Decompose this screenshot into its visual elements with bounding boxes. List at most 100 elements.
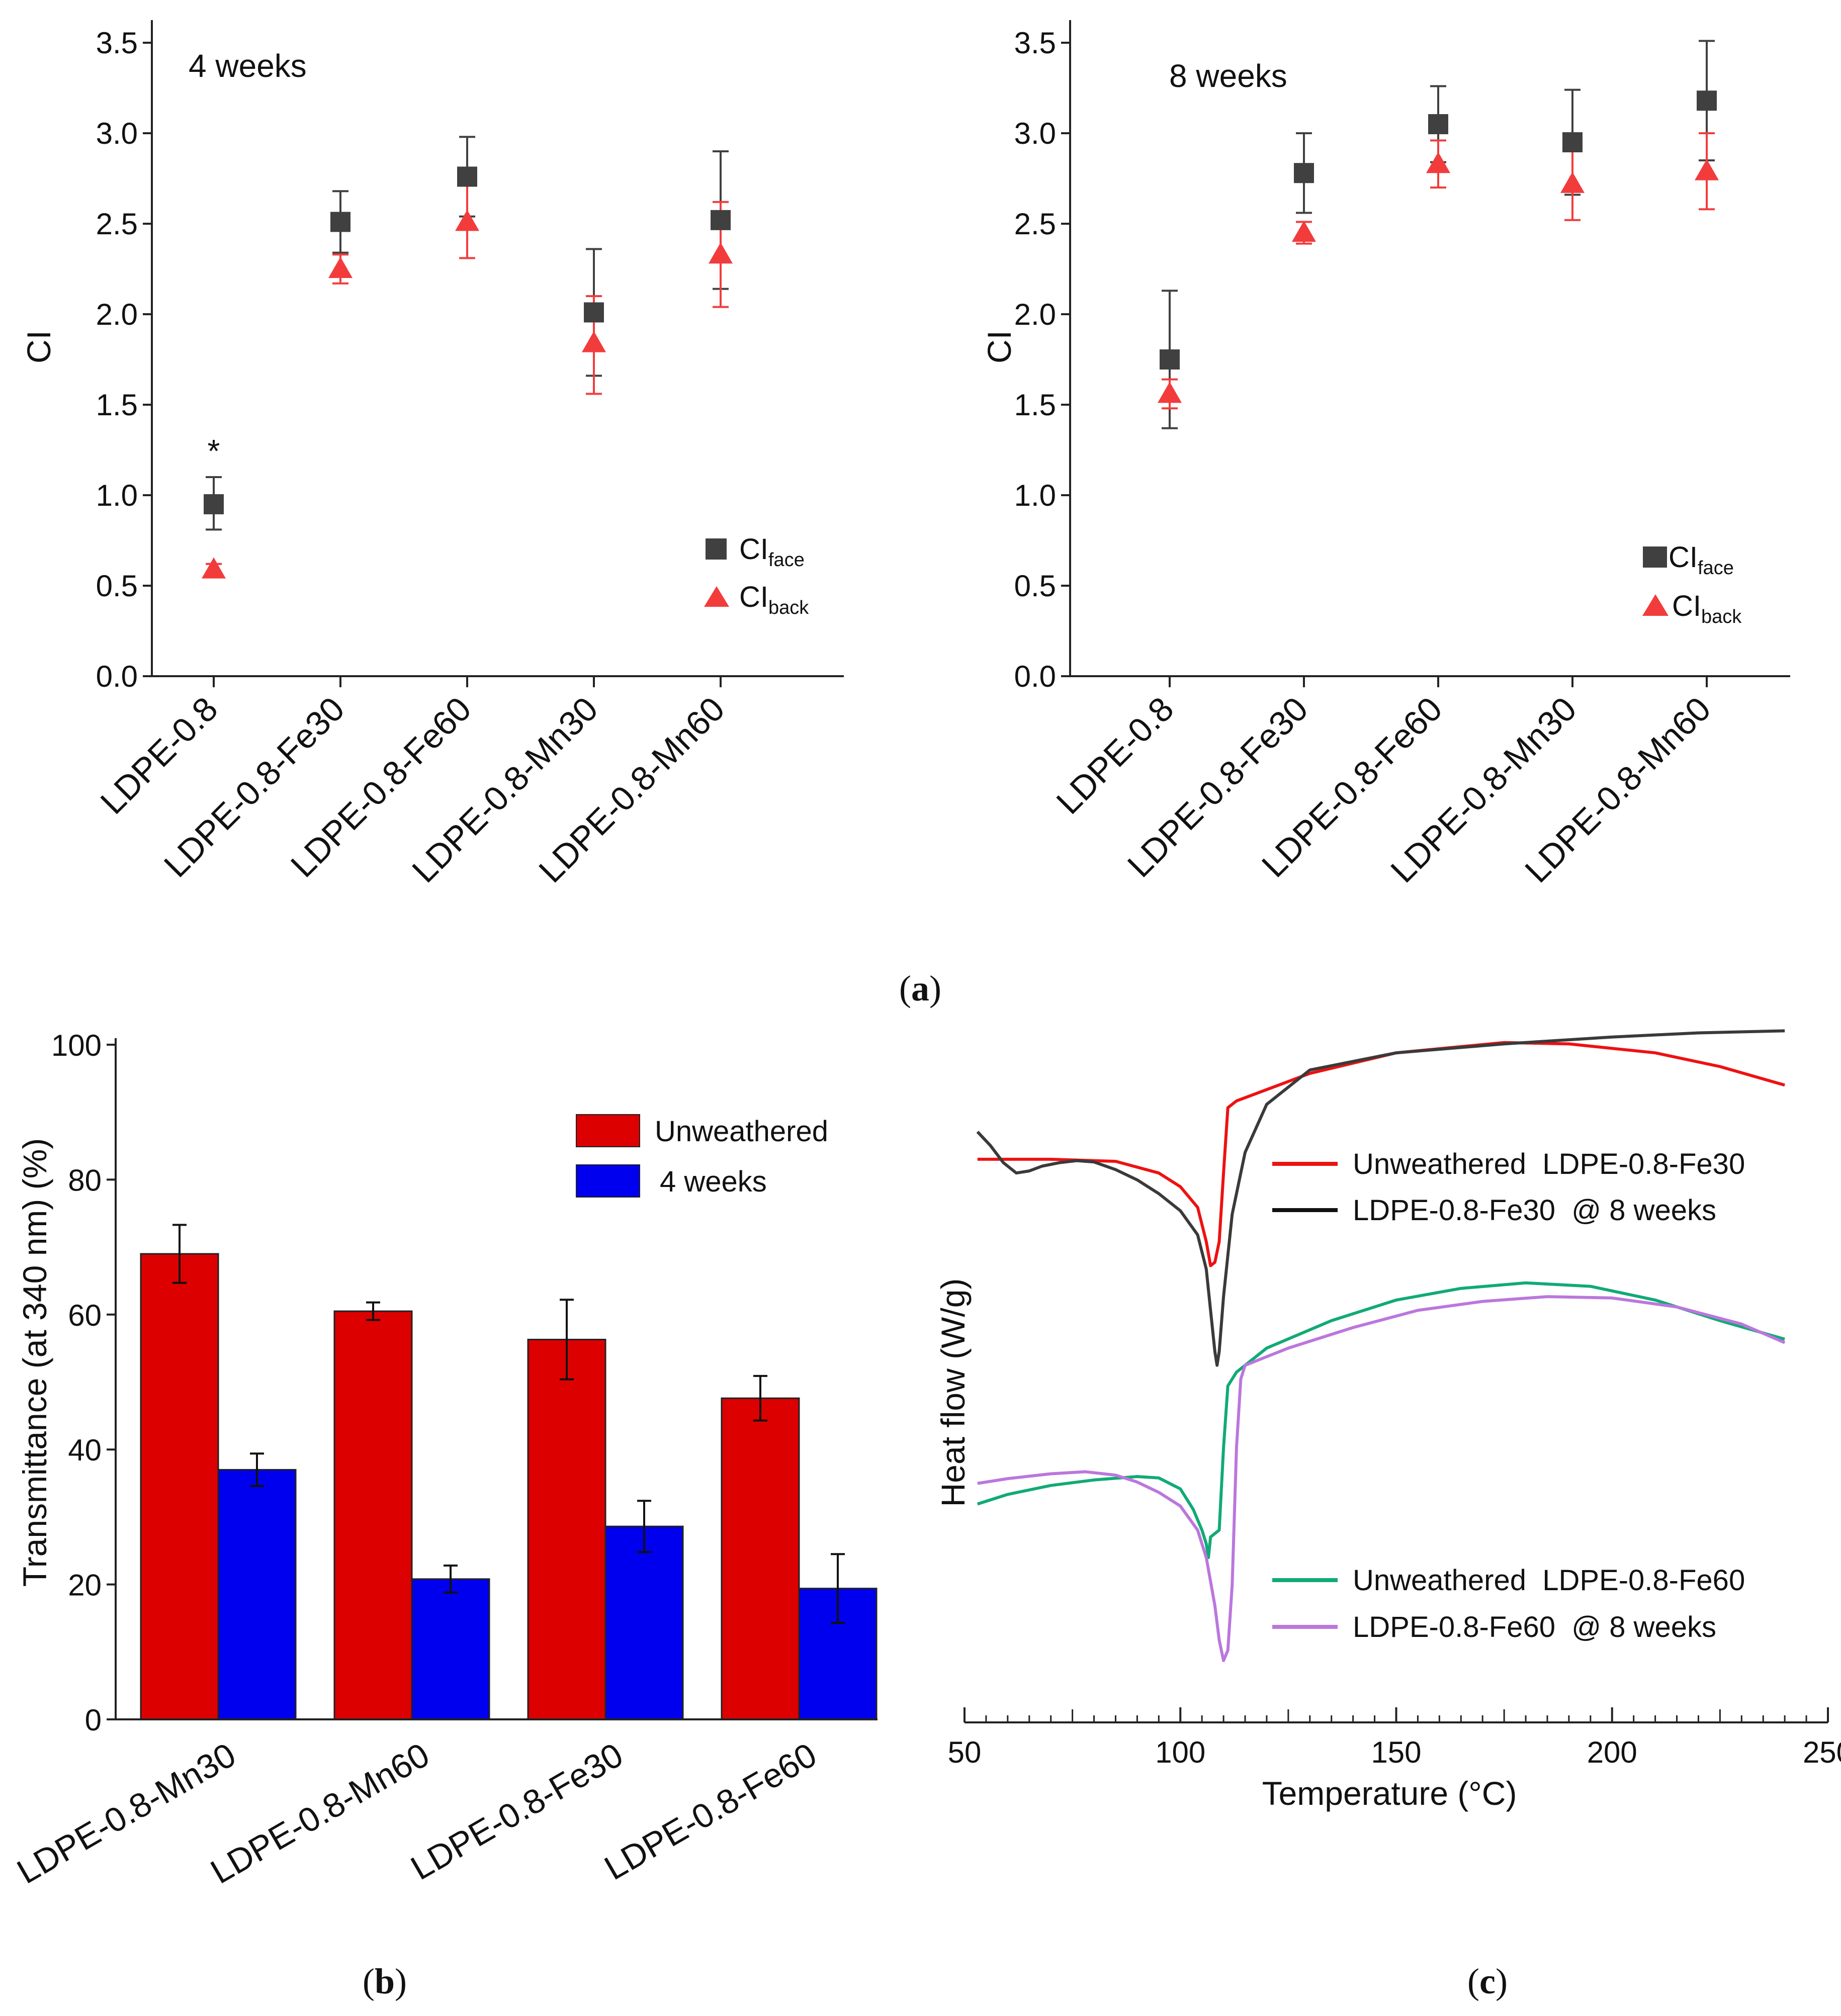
chart-b-ylabel: Transmittance (at 340 nm) (%) [16,1138,53,1587]
data-point-back [1292,221,1316,242]
legend-back-label: CIback [739,581,809,618]
x-tick-label: 50 [948,1735,982,1769]
chart-c-marks: 50 100 150 200 250 [948,1029,1841,1769]
y-tick-label: 1.0 [96,479,138,512]
chart-a-left-marks: 0.00.51.01.52.02.53.03.5LDPE-0.8LDPE-0.8… [93,20,844,890]
bar [604,1525,684,1720]
x-tick-label: 100 [1155,1735,1205,1769]
y-tick-label: 3.5 [96,26,138,60]
legend-back-marker [704,586,729,607]
data-point-face [330,212,350,232]
y-tick-label: 3.0 [96,117,138,150]
y-tick-label: 2.0 [96,298,138,331]
data-point-face [584,302,604,323]
y-tick-label: 2.5 [1014,207,1056,241]
y-tick-label: 3.5 [1014,26,1056,60]
data-point-back [202,557,226,579]
y-tick-label: 60 [68,1299,102,1332]
x-tick-label: 150 [1371,1735,1421,1769]
chart-a-right-ylabel: CI [981,330,1018,363]
chart-b-marks: LDPE-0.8-Mn30LDPE-0.8-Mn60LDPE-0.8-Fe30L… [11,1029,878,1891]
legend-fe60-8weeks-label: LDPE-0.8-Fe60 @ 8 weeks [1353,1611,1716,1643]
data-point-back [455,210,479,231]
panel-label-a: (a) [899,968,941,1009]
bar [217,1469,297,1720]
x-tick-label: LDPE-0.8-Fe30 [404,1735,629,1887]
y-tick-label: 100 [51,1029,102,1062]
chart-b: LDPE-0.8-Mn30LDPE-0.8-Mn60LDPE-0.8-Fe30L… [11,1029,878,1891]
data-point-back [1695,159,1719,180]
significance-marker: * [208,433,220,469]
y-tick-label: 40 [68,1433,102,1467]
bar [411,1578,490,1720]
data-point-face [1697,90,1717,111]
legend-face-marker [706,538,727,560]
data-point-face [1428,114,1448,134]
y-tick-label: 1.5 [96,388,138,422]
y-tick-label: 3.0 [1014,117,1056,150]
bar [333,1310,413,1720]
bar [527,1338,606,1720]
data-point-back [1426,152,1450,173]
chart-c-ylabel: Heat flow (W/g) [934,1278,972,1507]
chart-c-xlabel: Temperature (°C) [1262,1775,1517,1812]
chart-c-legend-top: Unweathered LDPE-0.8-Fe30 LDPE-0.8-Fe30 … [1272,1148,1745,1227]
x-tick-label: LDPE-0.8-Fe60 [598,1735,823,1887]
y-tick-label: 2.0 [1014,298,1056,331]
series-line [977,1281,1785,1560]
chart-a-right-legend: CIface CIback [1642,541,1742,627]
y-tick-label: 0.0 [1014,660,1056,693]
legend-face-label: CIface [1669,541,1734,579]
chart-a-right: 0.00.51.01.52.02.53.03.5LDPE-0.8LDPE-0.8… [981,20,1790,890]
legend-back-label: CIback [1672,590,1742,627]
data-point-back [1158,382,1182,403]
y-tick-label: 1.5 [1014,388,1056,422]
chart-a-left-annotation: 4 weeks [189,48,307,84]
bar [140,1253,219,1720]
y-tick-label: 80 [68,1163,102,1197]
legend-face-label: CIface [739,533,805,571]
series-line [977,1041,1785,1267]
chart-a-left-legend: CIface CIback [704,533,809,618]
chart-c: 50 100 150 200 250 Heat flow (W/g) Temperatu… [934,1029,1841,1812]
chart-c-legend-bottom: Unweathered LDPE-0.8-Fe60 LDPE-0.8-Fe60 … [1272,1564,1745,1643]
y-tick-label: 0 [85,1703,102,1737]
legend-face-marker [1643,546,1667,568]
data-point-face [711,210,731,230]
y-tick-label: 20 [68,1569,102,1602]
data-point-back [582,331,606,352]
data-point-back [1560,171,1585,193]
legend-unweathered-label: Unweathered [655,1115,828,1148]
legend-unweathered-swatch [576,1114,640,1147]
bar [721,1397,800,1720]
x-tick-label: 200 [1587,1735,1637,1769]
series-line [976,1029,1785,1367]
data-point-face [457,166,477,187]
x-tick-label: LDPE-0.8-Mn60 [204,1735,435,1891]
y-tick-label: 0.5 [1014,569,1056,603]
data-point-face [1160,349,1180,370]
legend-fe30-unweathered-label: Unweathered LDPE-0.8-Fe30 [1353,1148,1745,1180]
chart-a-right-annotation: 8 weeks [1169,58,1287,94]
chart-b-legend: Unweathered 4 weeks [576,1114,828,1198]
panel-label-b: (b) [363,1961,407,2001]
data-point-face [1562,132,1583,152]
legend-back-marker [1642,594,1669,616]
x-tick-label: LDPE-0.8 [1049,690,1181,821]
y-tick-label: 0.0 [96,660,138,693]
y-tick-label: 1.0 [1014,479,1056,512]
y-tick-label: 2.5 [96,207,138,241]
data-point-face [204,494,224,514]
x-tick-label: 250 [1803,1735,1841,1769]
legend-4weeks-label: 4 weeks [660,1165,767,1198]
data-point-back [328,257,353,278]
chart-a-right-marks: 0.00.51.01.52.02.53.03.5LDPE-0.8LDPE-0.8… [1014,20,1790,890]
series-line [977,1295,1786,1663]
data-point-face [1294,163,1314,184]
legend-4weeks-swatch [576,1164,640,1198]
data-point-back [709,242,733,264]
y-tick-label: 0.5 [96,569,138,603]
legend-fe60-unweathered-label: Unweathered LDPE-0.8-Fe60 [1353,1564,1745,1597]
panel-label-c: (c) [1467,1961,1508,2001]
